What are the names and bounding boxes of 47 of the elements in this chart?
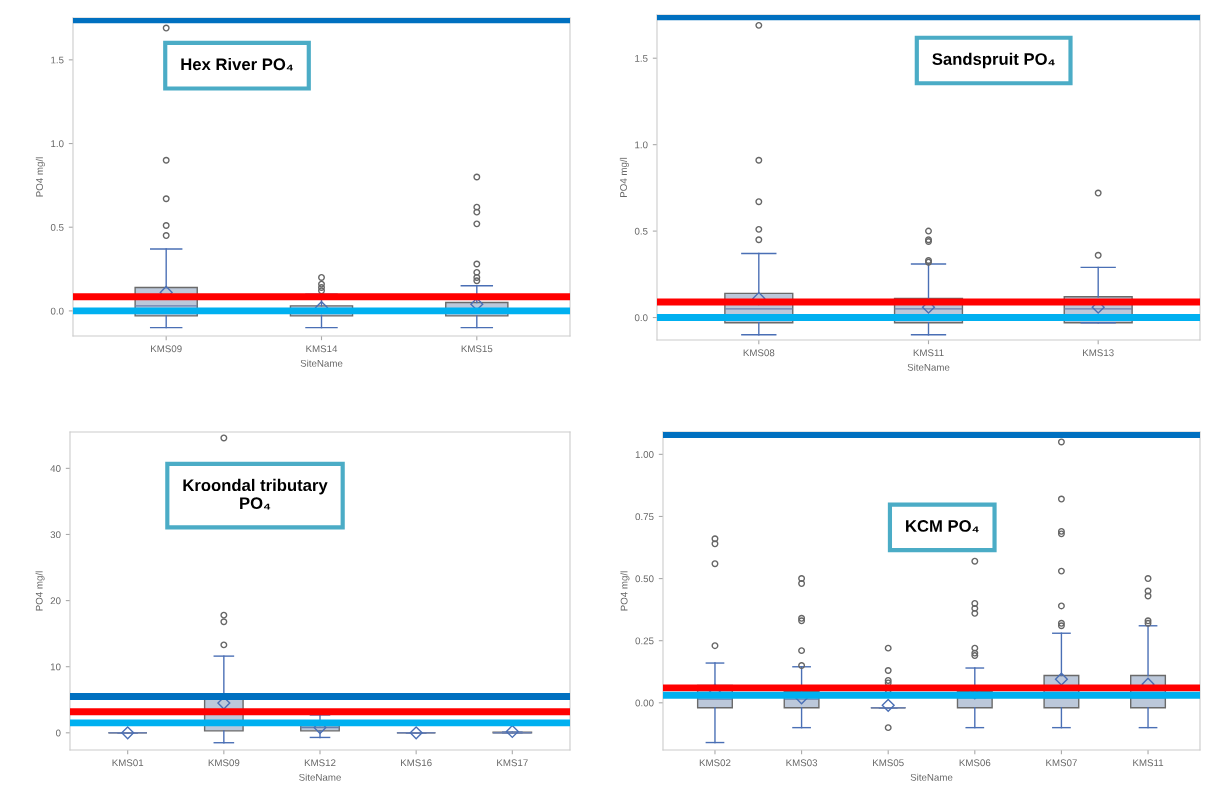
- y-tick-label: 0.00: [635, 699, 654, 707]
- x-tick-label: KMS01: [112, 759, 144, 767]
- x-tick-label: KMS07: [1046, 759, 1077, 767]
- y-axis-title: PO4 mg/l: [35, 157, 45, 197]
- y-tick-label: 20: [50, 597, 61, 605]
- x-tick-label: KMS03: [786, 759, 818, 767]
- y-tick-label: 40: [50, 465, 61, 472]
- x-tick-label: KMS11: [1133, 759, 1164, 767]
- x-tick-label: KMS09: [151, 345, 182, 353]
- x-axis-title: SiteName: [910, 773, 953, 781]
- y-tick-label: 0.5: [634, 227, 648, 235]
- x-tick-label: KMS02: [699, 759, 731, 767]
- y-tick-label: 0.0: [50, 307, 64, 315]
- y-tick-label: 0.25: [635, 637, 654, 645]
- text: Sandspruit PO₄: [932, 52, 1055, 69]
- x-tick-label: KMS14: [306, 345, 338, 353]
- x-tick-label: KMS11: [913, 349, 944, 357]
- x-tick-label: KMS05: [873, 759, 904, 767]
- y-tick-label: 30: [50, 531, 61, 539]
- y-axis-title: PO4 mg/l: [620, 571, 630, 611]
- x-tick-label: KMS06: [959, 759, 991, 767]
- y-axis-title: PO4 mg/l: [35, 571, 45, 611]
- y-tick-label: 1.0: [51, 140, 64, 148]
- x-tick-label: KMS12: [304, 759, 336, 767]
- x-axis-title: SiteName: [299, 773, 341, 781]
- x-tick-label: KMS09: [208, 759, 240, 767]
- y-tick-label: 1.5: [635, 55, 648, 62]
- x-tick-label: KMS13: [1083, 349, 1114, 357]
- text: Hex River PO₄: [181, 57, 293, 71]
- y-tick-label: 1.0: [635, 141, 648, 149]
- x-axis-title: SiteName: [300, 359, 343, 367]
- y-tick-label: 0.50: [635, 575, 654, 583]
- x-tick-label: KMS16: [401, 759, 432, 767]
- text: KCM PO₄: [906, 520, 979, 533]
- y-tick-label: 0.5: [50, 223, 64, 231]
- x-tick-label: KMS15: [461, 345, 493, 353]
- y-tick-label: 1.5: [51, 56, 64, 64]
- text: Kroondal tributary PO₄: [183, 478, 328, 510]
- y-axis-title: PO4 mg/l: [619, 157, 629, 197]
- y-tick-label: 0.75: [635, 513, 654, 521]
- y-tick-label: 10: [50, 663, 61, 671]
- y-tick-label: 0.0: [634, 314, 648, 322]
- x-axis-title: SiteName: [907, 363, 950, 371]
- y-tick-label: 1.00: [635, 451, 654, 458]
- x-tick-label: KMS17: [497, 759, 528, 767]
- x-tick-label: KMS08: [743, 349, 775, 357]
- y-tick-label: 0: [55, 729, 61, 737]
